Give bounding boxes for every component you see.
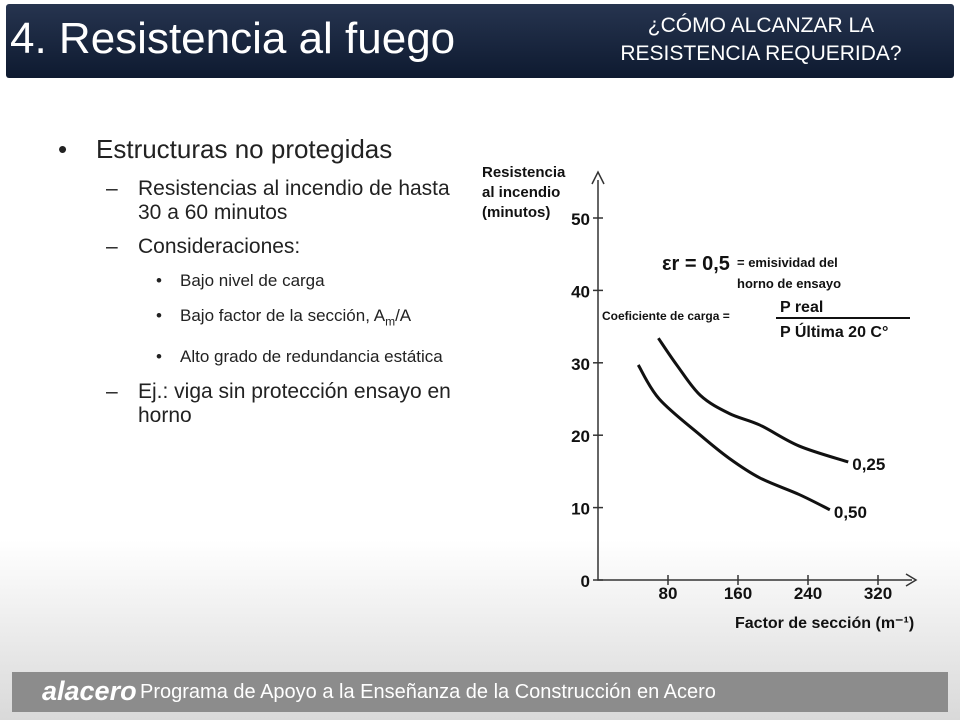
annotation: P real xyxy=(780,299,823,316)
x-label: Factor de sección (m⁻¹) xyxy=(735,615,914,632)
curve xyxy=(636,364,831,512)
y-tick-label: 30 xyxy=(571,355,590,374)
x-tick-label: 80 xyxy=(659,584,678,603)
bullet: • Bajo nivel de carga xyxy=(58,269,468,292)
curve-label: 0,25 xyxy=(852,455,885,474)
annotation: Coeficiente de carga = xyxy=(602,309,730,323)
subscript: m xyxy=(385,314,396,329)
annotation: P Última 20 C° xyxy=(780,322,888,341)
bullet-text: Alto grado de redundancia estática xyxy=(180,347,443,367)
x-tick-label: 320 xyxy=(864,584,892,603)
footer: alacero Programa de Apoyo a la Enseñanza… xyxy=(12,672,948,712)
bullet-marker: – xyxy=(106,235,118,258)
curve xyxy=(657,337,849,464)
y-tick-label: 50 xyxy=(571,210,590,229)
y-tick-label: 0 xyxy=(581,572,590,591)
x-tick-label: 160 xyxy=(724,584,752,603)
annotation: εr = 0,5 xyxy=(662,253,730,275)
bullet: – Ej.: viga sin protección ensayo en horn… xyxy=(58,380,468,428)
bullet-text: Consideraciones: xyxy=(138,235,301,258)
bullet: • Alto grado de redundancia estática xyxy=(58,345,468,368)
y-label: al incendio xyxy=(482,184,560,201)
header: 4. Resistencia al fuego ¿CÓMO ALCANZAR L… xyxy=(6,4,954,78)
annotation: horno de ensayo xyxy=(737,276,841,291)
axes xyxy=(591,170,918,587)
subtitle: RESISTENCIA REQUERIDA? xyxy=(620,42,902,65)
bullets: • Estructuras no protegidas – Resistencias … xyxy=(58,134,468,438)
bullet-text: Bajo nivel de carga xyxy=(180,271,325,290)
bullet-text: Resistencias al incendio de hasta 30 a 6… xyxy=(138,177,450,224)
bullet: – Resistencias al incendio de hasta 30 a … xyxy=(58,177,468,225)
bullet-text: Bajo factor de la sección, A xyxy=(180,306,386,325)
y-label: (minutos) xyxy=(482,204,550,221)
bullet-marker: – xyxy=(106,177,118,200)
y-tick-label: 10 xyxy=(571,500,590,519)
curve-label: 0,50 xyxy=(834,503,867,522)
title: 4. Resistencia al fuego xyxy=(10,14,456,63)
bullet-marker: • xyxy=(156,347,162,367)
y-tick-label: 40 xyxy=(571,282,590,301)
x-tick-label: 240 xyxy=(794,584,822,603)
bullet: • Estructuras no protegidas xyxy=(58,134,468,165)
bullet-marker: – xyxy=(106,380,118,404)
logo: alacero xyxy=(42,676,137,706)
annotation: = emisividad del xyxy=(737,255,838,270)
bullet-text: Ej.: viga sin protección ensayo en horno xyxy=(138,380,451,428)
bullet: • Bajo factor de la sección, Am/A xyxy=(58,304,468,333)
footer-text: Programa de Apoyo a la Enseñanza de la C… xyxy=(140,681,716,703)
bullet: – Consideraciones: xyxy=(58,235,468,259)
y-tick-label: 20 xyxy=(571,427,590,446)
y-label: Resistencia xyxy=(482,164,566,181)
bullet-marker: • xyxy=(156,306,162,325)
bullet-text: Estructuras no protegidas xyxy=(96,134,393,164)
bullet-marker: • xyxy=(156,271,162,290)
bullet-marker: • xyxy=(58,134,68,164)
subtitle: ¿CÓMO ALCANZAR LA xyxy=(647,14,875,37)
bullet-text: /A xyxy=(395,306,412,325)
